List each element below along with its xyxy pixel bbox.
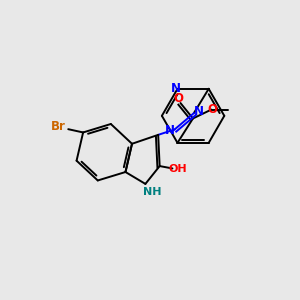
Text: N: N <box>171 82 181 95</box>
Text: OH: OH <box>168 164 187 174</box>
Text: NH: NH <box>143 187 161 197</box>
Text: O: O <box>173 92 183 105</box>
Text: O: O <box>207 103 217 116</box>
Text: N: N <box>164 124 175 137</box>
Text: N: N <box>194 106 204 118</box>
Text: Br: Br <box>51 120 66 133</box>
